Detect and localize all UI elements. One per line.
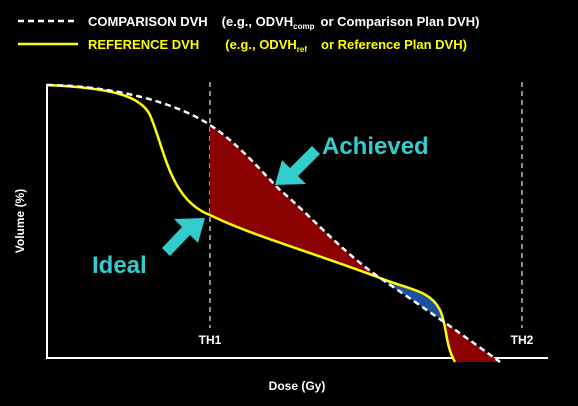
comparison-curve: [46, 83, 501, 364]
legend-entry: REFERENCE DVH (e.g., ODVHref or Reference …: [88, 37, 467, 54]
annotation: Ideal: [92, 252, 147, 279]
reference-curve: [46, 83, 457, 363]
threshold-label: TH1: [199, 333, 222, 347]
y-axis-label: Volume (%): [13, 189, 27, 253]
legend-entry: COMPARISON DVH (e.g., ODVHcomp or Comparis…: [88, 14, 479, 31]
annotation: Achieved: [322, 133, 429, 160]
arrow: [162, 218, 205, 256]
threshold-label: TH2: [511, 333, 534, 347]
x-axis-label: Dose (Gy): [269, 379, 326, 393]
achieved-area: [210, 125, 380, 278]
arrow: [275, 146, 320, 185]
